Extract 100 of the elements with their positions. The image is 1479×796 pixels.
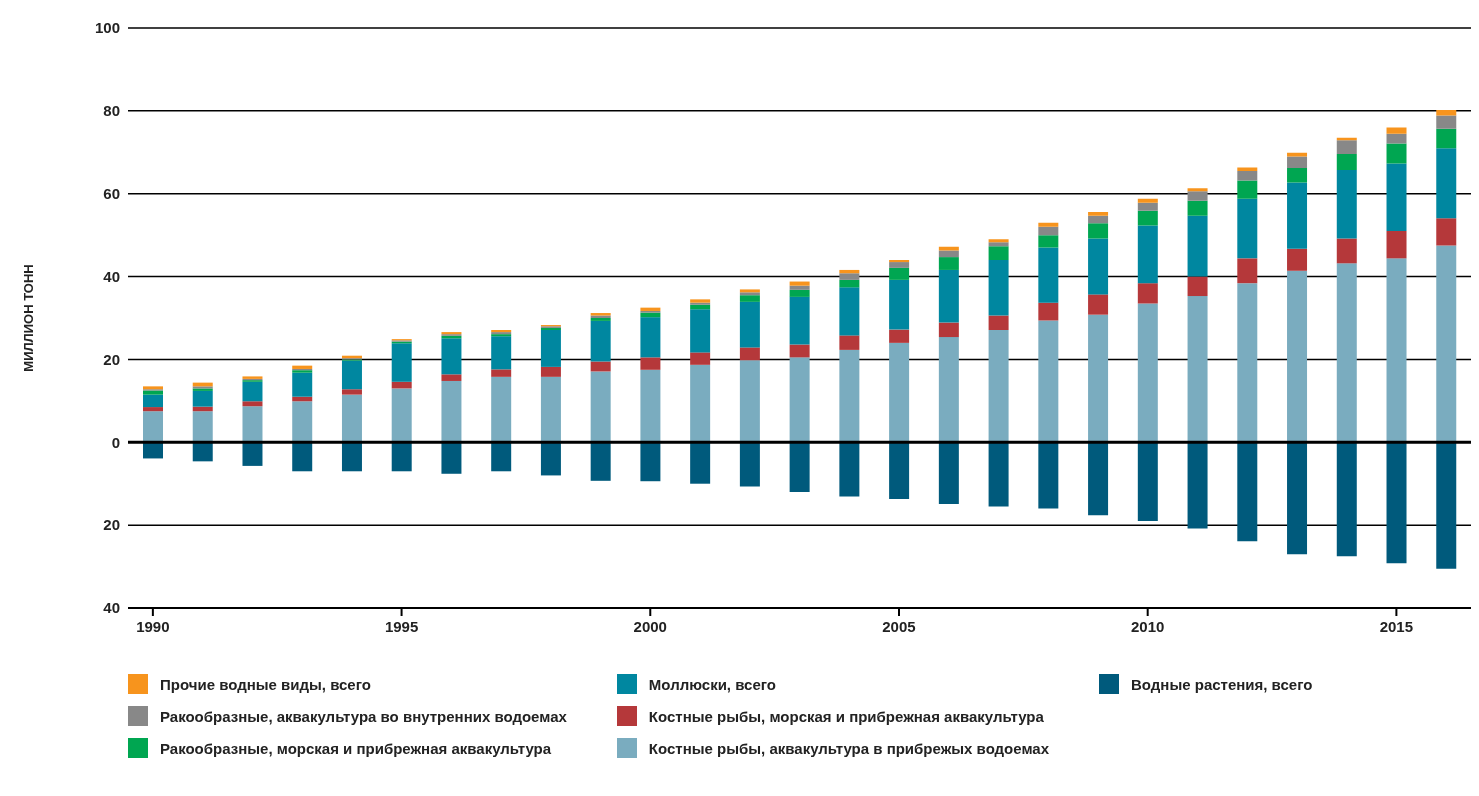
bar <box>391 343 412 382</box>
bar <box>1336 442 1357 557</box>
bar <box>341 394 362 443</box>
bar <box>690 364 711 443</box>
bar <box>889 442 910 500</box>
bar <box>1038 226 1059 236</box>
bar <box>491 369 512 377</box>
bar <box>1237 180 1258 199</box>
legend-label: Ракообразные, морская и прибрежная аквакультура <box>160 739 552 757</box>
bar <box>1287 182 1308 249</box>
y-tick-label: 20 <box>103 350 120 368</box>
bar <box>789 442 810 492</box>
bar <box>341 442 362 472</box>
bar <box>143 411 163 443</box>
bar <box>889 262 910 268</box>
y-tick-label: 20 <box>103 516 120 534</box>
x-tick-label: 2005 <box>882 618 916 635</box>
bar <box>242 442 263 466</box>
x-tick-label: 2015 <box>1379 618 1414 635</box>
bar <box>491 376 512 443</box>
bar <box>1137 303 1158 443</box>
bar <box>789 296 810 345</box>
legend-label: Костные рыбы, морская и прибрежная аквакультура <box>648 707 1044 725</box>
bar <box>1386 231 1407 259</box>
bar <box>839 442 860 497</box>
bar <box>1187 442 1208 529</box>
bar <box>441 442 462 474</box>
bar <box>242 381 263 402</box>
bar <box>1436 148 1457 219</box>
bar <box>441 338 462 375</box>
bar <box>1187 200 1208 216</box>
bar <box>590 361 611 372</box>
bar <box>789 281 810 286</box>
bar <box>739 442 760 487</box>
bar <box>789 357 810 443</box>
bar <box>391 381 412 389</box>
bar <box>889 260 910 263</box>
bar <box>789 289 810 297</box>
bar <box>1287 156 1308 169</box>
bar <box>1187 188 1208 192</box>
bar <box>789 285 810 290</box>
bar <box>839 269 860 274</box>
bar <box>739 347 760 361</box>
bar <box>839 335 860 350</box>
bar <box>1187 191 1208 201</box>
y-tick-label: 0 <box>111 433 120 451</box>
bar <box>143 390 163 395</box>
y-tick-label: 100 <box>94 19 120 37</box>
bar <box>789 344 810 358</box>
bar <box>988 260 1009 316</box>
bar <box>739 295 760 302</box>
bar <box>640 317 661 358</box>
bar <box>1038 302 1059 321</box>
bar <box>1187 215 1208 277</box>
bar <box>1336 153 1357 171</box>
bar <box>988 442 1009 507</box>
bar <box>1088 294 1109 315</box>
bar <box>640 442 661 482</box>
bar <box>889 279 910 330</box>
bar <box>143 394 163 408</box>
bar <box>690 442 711 484</box>
bar <box>292 442 313 472</box>
bar <box>938 322 959 338</box>
bar <box>341 360 362 390</box>
bar <box>1137 198 1158 203</box>
bar <box>739 360 760 443</box>
bar <box>441 374 462 381</box>
bar <box>192 390 213 407</box>
bar <box>242 401 263 407</box>
bar <box>1336 140 1357 154</box>
bar <box>1287 442 1308 555</box>
bar <box>1088 215 1109 224</box>
bar <box>938 257 959 270</box>
bar <box>341 389 362 395</box>
bar <box>938 442 959 505</box>
bar <box>590 371 611 443</box>
bar <box>1088 314 1109 443</box>
bar <box>839 279 860 288</box>
bar <box>1287 168 1308 183</box>
bar <box>1237 167 1258 171</box>
bar <box>1088 238 1109 295</box>
legend-label: Моллюски, всего <box>648 675 776 693</box>
bar <box>1436 218 1457 246</box>
bar <box>590 320 611 362</box>
bar <box>1137 225 1158 284</box>
bar <box>1137 442 1158 521</box>
y-tick-label: 80 <box>103 102 120 120</box>
bar <box>292 372 313 397</box>
bar <box>1436 442 1457 569</box>
bar <box>1287 248 1308 271</box>
bar <box>1038 442 1059 509</box>
bar <box>988 242 1009 247</box>
bar <box>1237 442 1258 542</box>
bar <box>1088 211 1109 216</box>
bar <box>1038 320 1059 443</box>
bar <box>1436 245 1457 443</box>
bar <box>1137 202 1158 211</box>
bar <box>1187 276 1208 297</box>
bar <box>988 330 1009 443</box>
bar <box>1237 170 1258 181</box>
